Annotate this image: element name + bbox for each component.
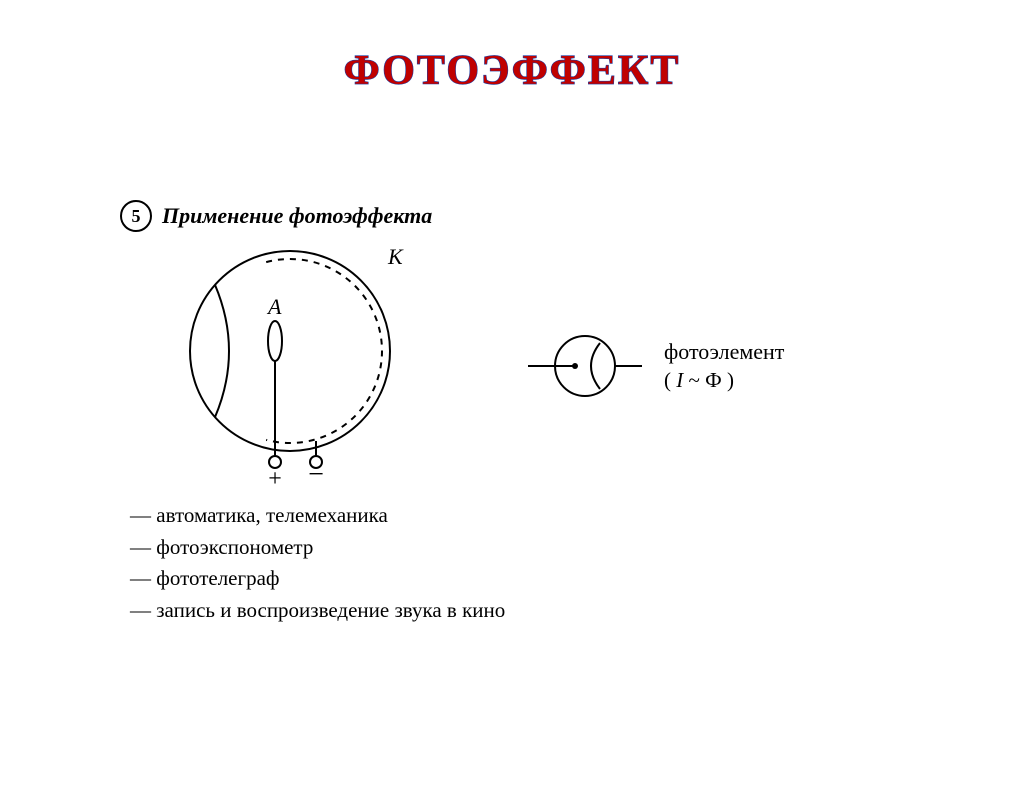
var-Phi: Ф — [705, 368, 722, 392]
svg-text:+: + — [268, 466, 282, 492]
paren-close: ) — [722, 368, 734, 392]
page-title: ФОТОЭФФЕКТ — [0, 40, 1024, 111]
list-item: — фототелеграф — [130, 563, 920, 595]
svg-text:−: − — [308, 459, 324, 490]
symbol-label-line2: ( I ~ Ф ) — [664, 367, 784, 394]
diagram-row: A K +− фотоэлемент ( I ~ Ф ) — [120, 236, 920, 496]
symbol-label-line1: фотоэлемент — [664, 338, 784, 367]
photocell-symbol-svg — [520, 321, 650, 411]
tilde: ~ — [683, 368, 705, 392]
photocell-symbol-label: фотоэлемент ( I ~ Ф ) — [664, 338, 784, 394]
paren-open: ( — [664, 368, 676, 392]
section-heading: Применение фотоэффекта — [162, 203, 432, 229]
section-header: 5 Применение фотоэффекта — [120, 200, 920, 232]
photocell-svg: A K +− — [120, 236, 460, 496]
svg-text:A: A — [266, 294, 282, 319]
list-item: — автоматика, телемеханика — [130, 500, 920, 532]
applications-list: — автоматика, телемеханика— фотоэкспоном… — [130, 500, 920, 626]
svg-text:K: K — [387, 244, 404, 269]
section-number: 5 — [120, 200, 152, 232]
photocell-diagram: A K +− — [120, 236, 460, 496]
list-item: — фотоэкспонометр — [130, 532, 920, 564]
list-item: — запись и воспроизведение звука в кино — [130, 595, 920, 627]
title-svg: ФОТОЭФФЕКТ — [212, 40, 812, 100]
section-applications: 5 Применение фотоэффекта A K +− фотоэлемен… — [120, 200, 920, 626]
title-text: ФОТОЭФФЕКТ — [344, 48, 681, 94]
photocell-symbol-block: фотоэлемент ( I ~ Ф ) — [520, 321, 784, 411]
